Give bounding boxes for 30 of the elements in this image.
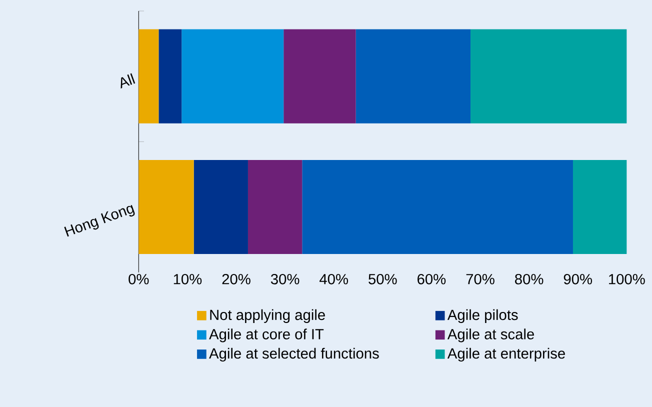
bar [284, 29, 356, 124]
legend-label: Agile at selected functions [209, 348, 379, 362]
bar [138, 160, 194, 254]
bar [356, 29, 471, 124]
legend-label: Not applying agile [210, 309, 325, 323]
bar [138, 29, 159, 124]
bar [158, 29, 182, 124]
x-tick-label: 0% [128, 274, 149, 284]
x-tick-label: 80% [515, 274, 544, 284]
bar [182, 29, 284, 124]
legend-label: Agile at enterprise [447, 348, 565, 362]
x-tick-label: 60% [418, 274, 446, 284]
y-tick-label: All [120, 73, 136, 89]
x-tick-label: 70% [466, 274, 494, 284]
bar [572, 160, 627, 254]
x-tick-label: 10% [174, 274, 202, 284]
x-tick-label: 30% [270, 274, 300, 284]
x-tick-label: 20% [222, 274, 250, 284]
bar [248, 160, 302, 254]
legend-label: Agile pilots [447, 309, 518, 323]
x-tick-label: 100% [609, 274, 645, 284]
x-tick-label: 50% [368, 274, 397, 284]
x-tick-label: 90% [564, 274, 592, 284]
bar [470, 29, 627, 124]
y-tick-label: Hong Kong [64, 204, 135, 237]
legend-label: Agile at scale [447, 328, 534, 342]
x-tick-label: 40% [320, 274, 348, 284]
legend-label: Agile at core of IT [209, 328, 324, 342]
bar [194, 160, 248, 254]
bar [302, 160, 573, 254]
